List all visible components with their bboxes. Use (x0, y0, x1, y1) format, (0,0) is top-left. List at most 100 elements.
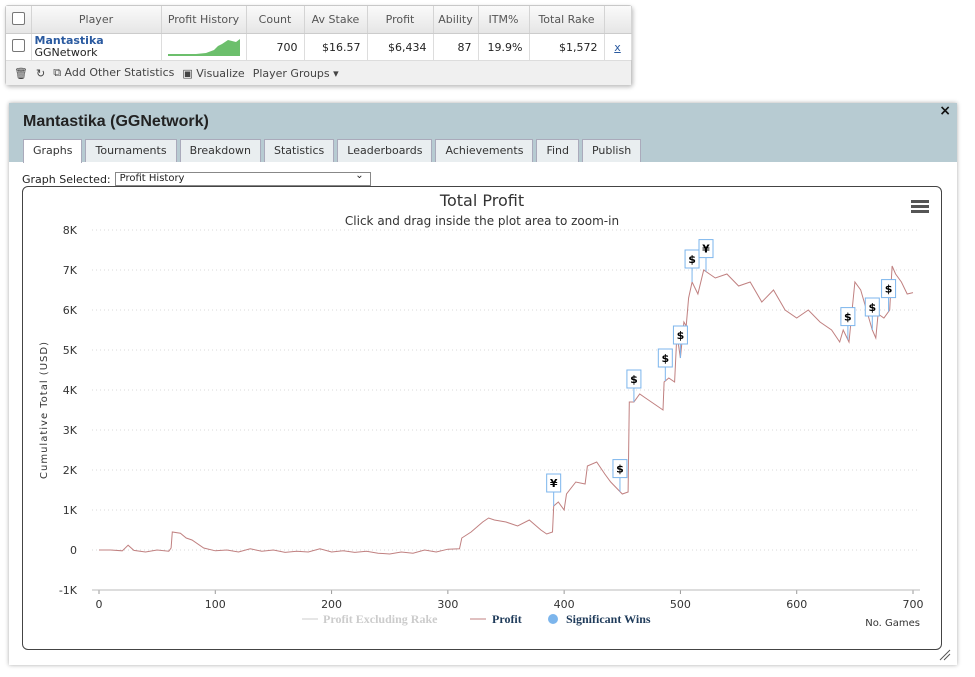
stats-table: Player Profit History Count Av Stake Pro… (5, 5, 632, 85)
header[interactable]: Profit History (161, 6, 247, 34)
significant-win-flag: $ (626, 369, 642, 402)
header[interactable]: Av Stake (304, 6, 368, 34)
tab[interactable]: Tournaments (85, 139, 177, 162)
y-axis-title: Cumulative Total (USD) (39, 341, 50, 479)
y-tick-label: 5K (63, 344, 78, 357)
header[interactable]: Profit (367, 6, 434, 34)
tab[interactable]: Graphs (23, 139, 83, 163)
cell: $1,572 (529, 33, 605, 60)
flag-box (657, 348, 673, 368)
header (604, 6, 632, 34)
tab[interactable]: Leaderboards (337, 139, 433, 162)
chart-title: Total Profit (439, 191, 524, 210)
legend-item: Profit (492, 612, 522, 626)
flag-label: $ (661, 352, 669, 365)
significant-win-flag: $ (881, 279, 897, 312)
menu-icon[interactable] (911, 200, 929, 213)
header[interactable]: Total Rake (529, 6, 605, 34)
profit-line (99, 265, 914, 555)
remove-link[interactable]: x (604, 33, 632, 60)
header-row: Player Profit History Count Av Stake Pro… (6, 6, 632, 34)
flag-box (672, 325, 688, 345)
add-stats[interactable]: ⧉ Add Other Statistics (53, 66, 175, 79)
legend-item: Significant Wins (566, 612, 651, 626)
header[interactable]: ITM% (478, 6, 530, 34)
player-site: GGNetwork (34, 46, 98, 59)
chart-frame (22, 186, 942, 650)
flag-label: $ (677, 329, 685, 342)
flag-label: $ (616, 463, 624, 476)
x-tick-label: 0 (96, 598, 103, 611)
flag-label: $ (688, 253, 696, 266)
tab[interactable]: Find (536, 139, 579, 162)
graph-dropdown[interactable]: Profit History (114, 170, 371, 186)
cell: $16.57 (304, 33, 368, 60)
player-groups-label: Player Groups (252, 66, 330, 80)
delete-icon[interactable]: 🗑 (14, 66, 28, 80)
x-tick-label: 700 (903, 598, 924, 611)
flag-box (612, 459, 628, 479)
toolbar: 🗑 ↻ ⧉ Add Other Statistics ▣ Visualize Pl… (6, 60, 631, 85)
sparkline-area (167, 38, 240, 56)
x-tick-label: 500 (670, 598, 691, 611)
x-tick-label: 100 (205, 598, 226, 611)
add-stats-label: Add Other Statistics (64, 66, 175, 79)
x-axis-title: No. Games (865, 618, 920, 629)
x-tick-label: 600 (786, 598, 807, 611)
flag-label: ¥ (550, 477, 558, 490)
flag-box (840, 307, 856, 327)
legend-symbol (548, 614, 558, 624)
y-tick-label: -1K (59, 584, 78, 597)
player-name[interactable]: Mantastika (34, 34, 104, 47)
cell: $6,434 (367, 33, 434, 60)
y-tick-label: 6K (63, 304, 78, 317)
tab[interactable]: Statistics (263, 139, 335, 162)
significant-win-flag: ¥ (546, 473, 562, 506)
visualize-label: Visualize (196, 66, 245, 80)
header[interactable]: Count (246, 6, 305, 34)
player-panel: Mantastika (GGNetwork) × Graphs Tournamen… (9, 103, 957, 665)
tab[interactable]: Achievements (435, 139, 534, 162)
resize-handle[interactable] (939, 649, 951, 661)
significant-win-flag: $ (840, 307, 856, 340)
header[interactable]: Player (31, 6, 162, 34)
flag-label: $ (868, 301, 876, 314)
graph-selector: Graph Selected: Profit History (22, 170, 371, 186)
select-all[interactable] (6, 6, 32, 34)
tab[interactable]: Breakdown (179, 139, 261, 162)
flag-label: $ (630, 373, 638, 386)
flag-box (684, 249, 700, 269)
significant-win-flag: $ (684, 249, 700, 282)
y-tick-label: 1K (63, 504, 78, 517)
header[interactable]: Ability (433, 6, 479, 34)
flag-box (546, 473, 562, 493)
cell: 87 (433, 33, 479, 60)
graph-selected-label: Graph Selected: (22, 172, 111, 186)
flag-box (626, 369, 642, 389)
table: Player Profit History Count Av Stake Pro… (6, 6, 632, 60)
flag-box (864, 297, 880, 317)
y-tick-label: 4K (63, 384, 78, 397)
tab[interactable]: Publish (581, 139, 642, 162)
refresh-icon[interactable]: ↻ (35, 66, 46, 80)
row-checkbox[interactable] (6, 33, 32, 60)
data-row: Mantastika GGNetwork 700 $16.57 $6,434 87… (6, 33, 632, 60)
flag-label: ¥ (702, 243, 710, 256)
y-tick-label: 7K (63, 264, 78, 277)
chart-subtitle: Click and drag inside the plot area to z… (345, 214, 619, 228)
close-button[interactable]: × (939, 103, 951, 119)
x-tick-label: 200 (321, 598, 342, 611)
x-tick-label: 400 (554, 598, 575, 611)
cell: 700 (246, 33, 305, 60)
sparkline (161, 33, 247, 60)
player-groups[interactable]: Player Groups ▾ (252, 66, 339, 80)
significant-win-flag: $ (864, 297, 880, 330)
significant-win-flag: ¥ (698, 239, 714, 272)
visualize[interactable]: ▣ Visualize (182, 66, 245, 80)
y-tick-label: 0 (70, 544, 77, 557)
legend-item: Profit Excluding Rake (323, 612, 438, 626)
tabs: Graphs Tournaments Breakdown Statistics Lead… (23, 139, 642, 163)
y-tick-label: 2K (63, 464, 78, 477)
sparkline-svg (167, 38, 240, 56)
